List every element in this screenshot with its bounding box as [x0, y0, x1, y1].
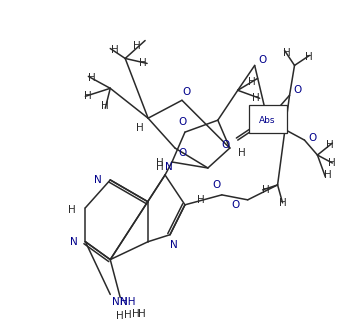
- Text: H: H: [111, 46, 119, 55]
- Text: Abs: Abs: [259, 116, 276, 125]
- Text: O: O: [308, 133, 317, 143]
- Text: H: H: [136, 123, 144, 133]
- Text: N: N: [170, 240, 178, 250]
- Text: O: O: [222, 140, 230, 150]
- Text: H: H: [88, 73, 96, 83]
- Text: H: H: [116, 311, 124, 321]
- Text: H: H: [101, 101, 109, 111]
- Text: H: H: [68, 205, 75, 215]
- Text: H: H: [248, 77, 255, 87]
- FancyBboxPatch shape: [249, 105, 286, 133]
- Text: H: H: [252, 93, 260, 103]
- Text: N: N: [70, 237, 77, 247]
- Text: H: H: [124, 310, 132, 320]
- Text: NH: NH: [120, 297, 136, 307]
- Text: N: N: [165, 162, 173, 172]
- Text: N: N: [94, 175, 102, 185]
- Text: H: H: [329, 158, 336, 168]
- Text: H: H: [325, 140, 333, 150]
- Text: H: H: [85, 91, 92, 101]
- Text: O: O: [213, 180, 221, 190]
- Text: H: H: [197, 195, 205, 205]
- Text: H: H: [304, 52, 313, 62]
- Text: NH: NH: [112, 297, 128, 307]
- Text: O: O: [293, 85, 302, 95]
- Text: H: H: [132, 309, 140, 319]
- Text: O: O: [179, 117, 187, 127]
- Text: O: O: [179, 148, 187, 158]
- Text: O: O: [259, 55, 267, 66]
- Text: H: H: [139, 58, 147, 69]
- Text: H: H: [238, 148, 246, 158]
- Text: H: H: [262, 185, 269, 195]
- Text: H: H: [156, 158, 164, 168]
- Text: H: H: [279, 198, 286, 208]
- Text: H: H: [138, 309, 146, 319]
- Text: H: H: [133, 42, 141, 51]
- Text: H: H: [324, 170, 331, 180]
- Text: H: H: [283, 49, 291, 58]
- Text: O: O: [232, 200, 240, 210]
- Text: H: H: [156, 162, 164, 172]
- Text: O: O: [183, 87, 191, 97]
